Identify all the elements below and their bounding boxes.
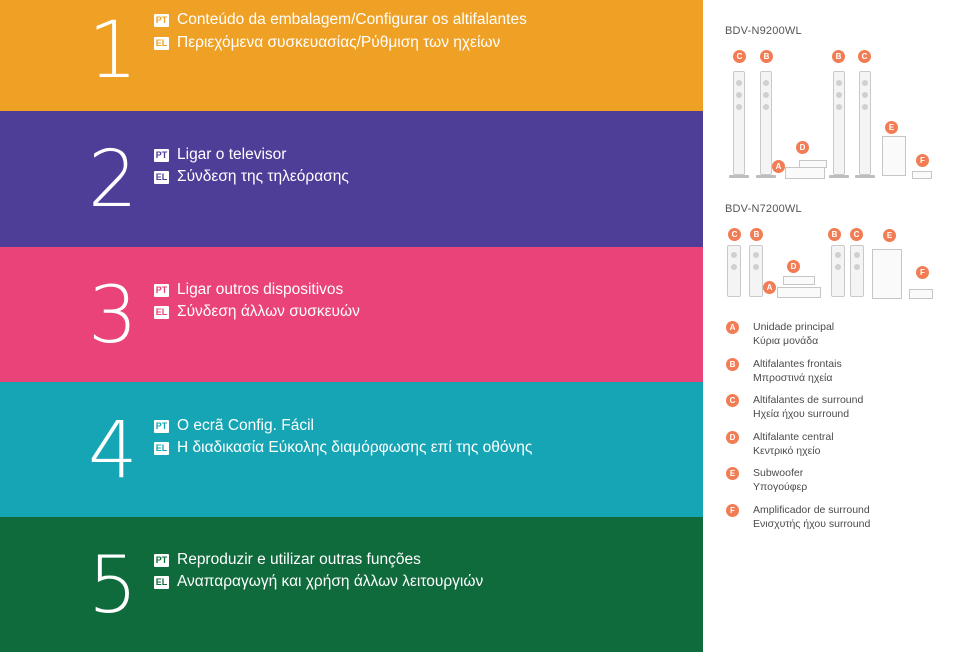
section-5[interactable]: 5 PT Reproduzir e utilizar outras funções… xyxy=(0,517,703,652)
title-el-text: Περιεχόμενα συσκευασίας/Ρύθμιση των ηχεί… xyxy=(177,34,501,51)
floor-speaker-icon xyxy=(850,245,864,297)
legend-badge: E xyxy=(726,467,739,480)
legend-pt: Altifalantes frontais xyxy=(753,358,842,370)
title-el-text: Σύνδεση άλλων συσκευών xyxy=(177,303,360,320)
title-el-text: Η διαδικασία Εύκολης διαμόρφωσης επί της… xyxy=(177,439,533,456)
el-tag: EL xyxy=(154,36,169,50)
section-number: 5 xyxy=(88,541,138,631)
section-title-pt: PT Ligar outros dispositivos xyxy=(154,281,343,299)
section-title-el: EL Περιεχόμενα συσκευασίας/Ρύθμιση των ηχ… xyxy=(154,34,500,52)
legend-el: Ενισχυτής ήχου surround xyxy=(753,518,871,530)
subwoofer-icon xyxy=(882,136,906,176)
badge-c: C xyxy=(733,50,746,63)
floor-speaker-icon xyxy=(727,245,741,297)
model-label-bottom: BDV-N7200WL xyxy=(725,203,802,215)
section-3[interactable]: 3 PT Ligar outros dispositivos EL Σύνδεση … xyxy=(0,247,703,382)
title-pt-text: Reproduzir e utilizar outras funções xyxy=(177,551,421,568)
legend-item-c: C Altifalantes de surround Ηχεία ήχου sur… xyxy=(726,393,863,421)
legend-badge: C xyxy=(726,394,739,407)
pt-tag: PT xyxy=(154,283,169,297)
legend-badge: A xyxy=(726,321,739,334)
badge-b: B xyxy=(828,228,841,241)
main-unit-icon xyxy=(777,287,821,298)
legend-el: Υπογούφερ xyxy=(753,481,808,493)
badge-e: E xyxy=(885,121,898,134)
pt-tag: PT xyxy=(154,553,169,567)
section-title-el: EL Σύνδεση της τηλεόρασης xyxy=(154,168,349,186)
title-el-text: Αναπαραγωγή και χρήση άλλων λειτουργιών xyxy=(177,573,484,590)
section-2[interactable]: 2 PT Ligar o televisor EL Σύνδεση της τηλε… xyxy=(0,111,703,247)
badge-f: F xyxy=(916,266,929,279)
badge-c: C xyxy=(858,50,871,63)
badge-b: B xyxy=(750,228,763,241)
tall-speaker-icon xyxy=(833,71,845,175)
legend-badge: D xyxy=(726,431,739,444)
section-title-pt: PT Reproduzir e utilizar outras funções xyxy=(154,551,421,569)
title-pt-text: O ecrã Config. Fácil xyxy=(177,417,314,434)
section-number: 4 xyxy=(88,406,138,496)
section-title-pt: PT Ligar o televisor xyxy=(154,146,286,164)
section-title-el: EL Αναπαραγωγή και χρήση άλλων λειτουργιώ… xyxy=(154,573,483,591)
badge-b: B xyxy=(760,50,773,63)
legend-badge: F xyxy=(726,504,739,517)
legend-pt: Amplificador de surround xyxy=(753,504,870,516)
el-tag: EL xyxy=(154,441,169,455)
center-speaker-icon xyxy=(799,160,827,168)
title-pt-text: Conteúdo da embalagem/Configurar os alti… xyxy=(177,11,527,28)
center-speaker-icon xyxy=(783,276,815,285)
surround-amplifier-icon xyxy=(909,289,933,299)
tall-speaker-icon xyxy=(733,71,745,175)
tall-speaker-icon xyxy=(760,71,772,175)
title-pt-text: Ligar o televisor xyxy=(177,146,287,163)
floor-speaker-icon xyxy=(831,245,845,297)
el-tag: EL xyxy=(154,305,169,319)
legend-pt: Subwoofer xyxy=(753,467,804,479)
legend-el: Κεντρικό ηχείο xyxy=(753,445,821,457)
legend-el: Κύρια μονάδα xyxy=(753,335,819,347)
badge-c: C xyxy=(850,228,863,241)
el-tag: EL xyxy=(154,170,169,184)
legend-item-f: F Amplificador de surround Ενισχυτής ήχου… xyxy=(726,503,870,531)
el-tag: EL xyxy=(154,575,169,589)
legend-item-d: D Altifalante central Κεντρικό ηχείο xyxy=(726,430,834,458)
section-title-el: EL Σύνδεση άλλων συσκευών xyxy=(154,303,360,321)
model-label-top: BDV-N9200WL xyxy=(725,25,802,37)
section-number: 1 xyxy=(88,6,138,96)
badge-c: C xyxy=(728,228,741,241)
badge-d: D xyxy=(796,141,809,154)
legend-item-e: E Subwoofer Υπογούφερ xyxy=(726,466,807,494)
section-title-el: EL Η διαδικασία Εύκολης διαμόρφωσης επί τ… xyxy=(154,439,532,457)
badge-f: F xyxy=(916,154,929,167)
legend-badge: B xyxy=(726,358,739,371)
main-unit-icon xyxy=(785,167,825,179)
legend-pt: Altifalantes de surround xyxy=(753,394,864,406)
legend-el: Μπροστινά ηχεία xyxy=(753,372,833,384)
pt-tag: PT xyxy=(154,148,169,162)
legend-item-b: B Altifalantes frontais Μπροστινά ηχεία xyxy=(726,357,842,385)
badge-b: B xyxy=(832,50,845,63)
surround-amplifier-icon xyxy=(912,171,932,179)
section-title-pt: PT Conteúdo da embalagem/Configurar os al… xyxy=(154,11,527,29)
badge-a: A xyxy=(772,160,785,173)
title-el-text: Σύνδεση της τηλεόρασης xyxy=(177,168,349,185)
section-title-pt: PT O ecrã Config. Fácil xyxy=(154,417,314,435)
section-4[interactable]: 4 PT O ecrã Config. Fácil EL Η διαδικασία … xyxy=(0,382,703,517)
legend-item-a: A Unidade principal Κύρια μονάδα xyxy=(726,320,834,348)
section-number: 2 xyxy=(88,135,138,225)
package-contents-panel: BDV-N9200WL C B B C A D E F BDV-N7200WL … xyxy=(703,0,960,652)
pt-tag: PT xyxy=(154,419,169,433)
badge-d: D xyxy=(787,260,800,273)
badge-a: A xyxy=(763,281,776,294)
title-pt-text: Ligar outros dispositivos xyxy=(177,281,344,298)
legend-pt: Unidade principal xyxy=(753,321,835,333)
section-1[interactable]: 1 PT Conteúdo da embalagem/Configurar os … xyxy=(0,0,703,111)
section-number: 3 xyxy=(88,271,138,361)
legend-pt: Altifalante central xyxy=(753,431,834,443)
subwoofer-icon xyxy=(872,249,902,299)
badge-e: E xyxy=(883,229,896,242)
tall-speaker-icon xyxy=(859,71,871,175)
floor-speaker-icon xyxy=(749,245,763,297)
pt-tag: PT xyxy=(154,13,169,27)
legend-el: Ηχεία ήχου surround xyxy=(753,408,850,420)
